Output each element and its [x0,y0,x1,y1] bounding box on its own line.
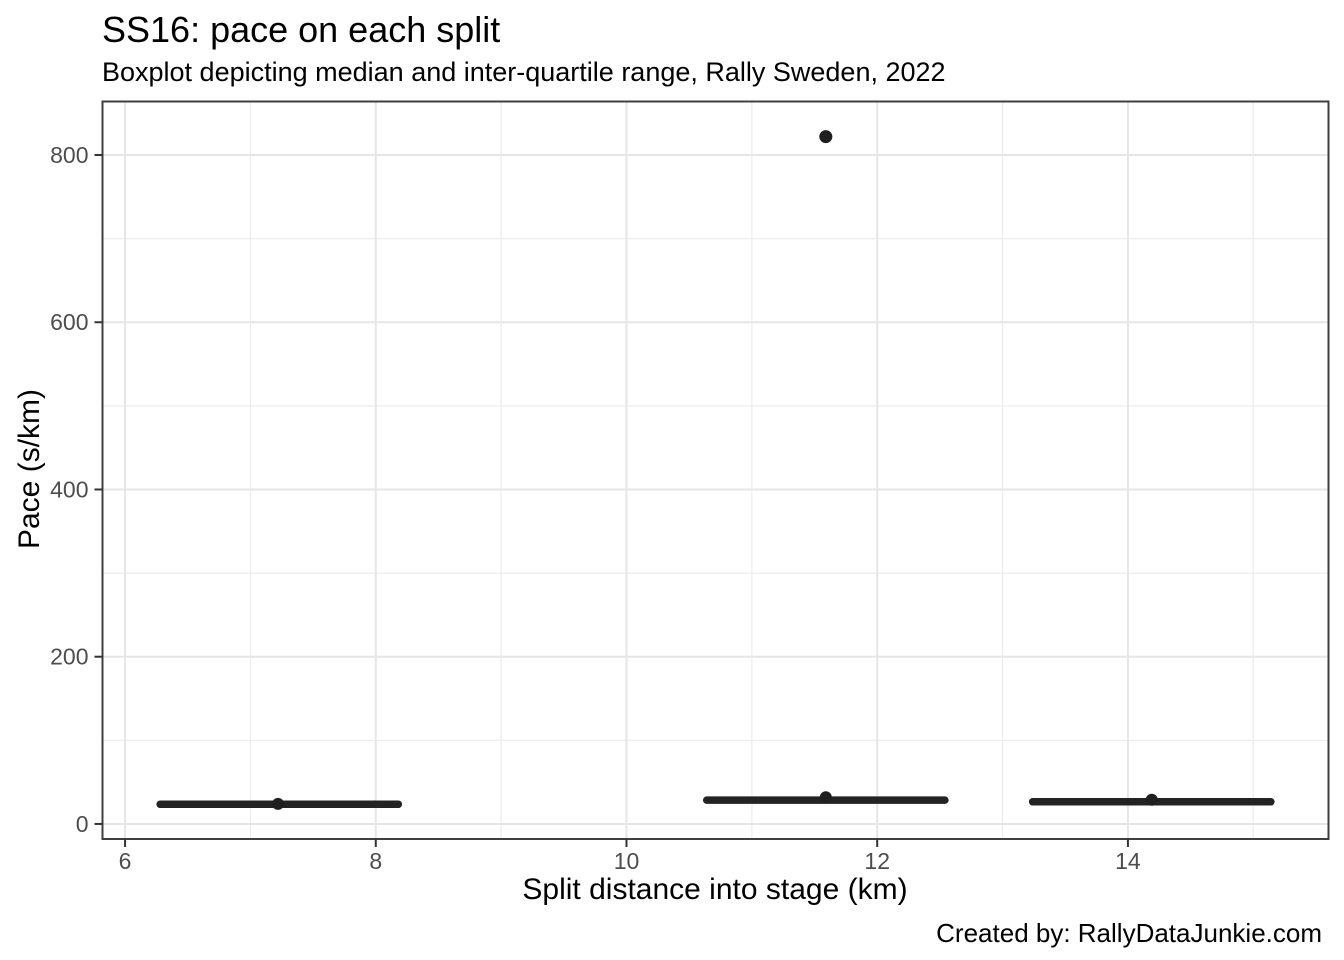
chart-caption: Created by: RallyDataJunkie.com [936,918,1322,948]
y-tick-label: 0 [76,811,89,837]
x-tick-label: 14 [1115,848,1141,874]
x-tick-label: 12 [864,848,890,874]
chart-title: SS16: pace on each split [102,9,501,50]
x-tick-label: 10 [614,848,640,874]
panel-border [101,100,1330,840]
chart-subtitle: Boxplot depicting median and inter-quart… [102,57,946,87]
y-tick-label: 600 [50,309,88,335]
median-point [1145,793,1158,806]
median-point [819,791,832,804]
y-tick-label: 400 [50,476,88,502]
plot-panel [102,101,1329,839]
x-axis-title: Split distance into stage (km) [522,873,908,906]
y-tick-label: 200 [50,644,88,670]
median-point [272,797,285,810]
y-tick-label: 800 [50,142,88,168]
outlier-point [819,130,833,144]
x-tick-label: 8 [369,848,382,874]
x-tick-label: 6 [119,848,132,874]
